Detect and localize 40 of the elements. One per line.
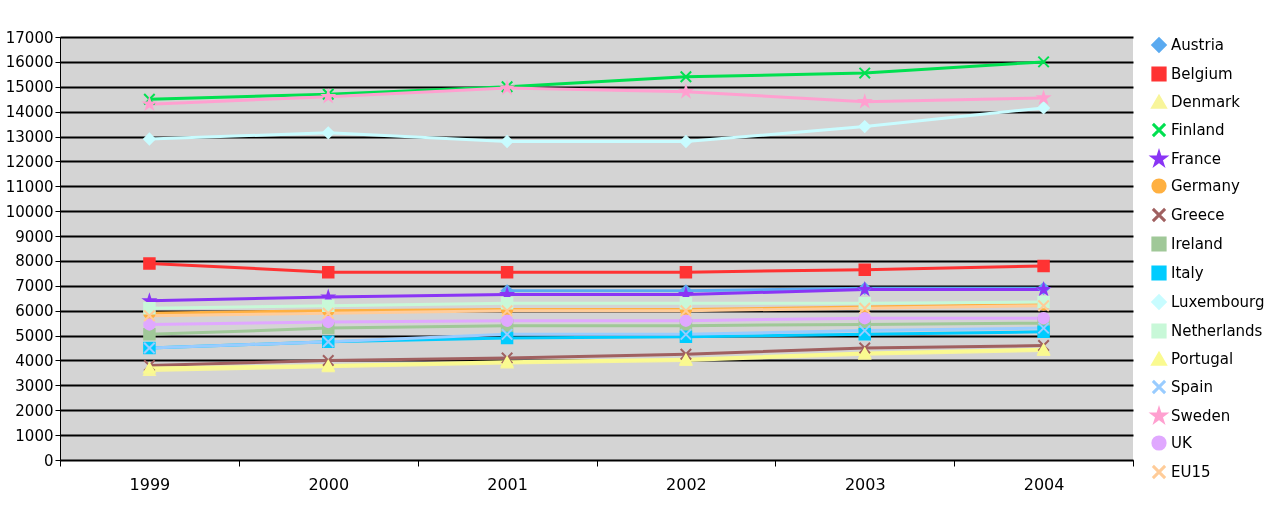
y-tick-label: 9000 [15, 227, 54, 246]
legend-label: Greece [1171, 206, 1225, 224]
legend-label: Denmark [1171, 93, 1241, 111]
y-tick-label: 12000 [5, 152, 54, 171]
y-tick-label: 4000 [15, 351, 54, 370]
legend-label: Luxembourg [1171, 293, 1265, 311]
legend-label: Austria [1171, 36, 1224, 54]
y-tick-label: 0 [43, 451, 54, 470]
legend-label: Italy [1171, 264, 1204, 282]
y-tick-label: 2000 [15, 401, 54, 420]
legend-label: France [1171, 150, 1221, 168]
y-tick-label: 15000 [5, 78, 54, 97]
y-tick-label: 17000 [5, 28, 54, 47]
x-tick-label: 2002 [666, 474, 707, 494]
legend-label: Netherlands [1171, 322, 1263, 340]
x-tick-label: 2003 [844, 474, 886, 494]
y-tick-label: 7000 [15, 277, 54, 296]
x-tick-label: 2001 [487, 474, 528, 494]
x-tick-label: 2004 [1023, 474, 1065, 494]
x-tick-label: 2000 [308, 474, 350, 494]
y-tick-label: 13000 [5, 128, 54, 147]
legend-label: Sweden [1171, 407, 1231, 425]
y-tick-label: 14000 [5, 103, 54, 122]
y-tick-label: 11000 [5, 177, 54, 196]
legend-label: Spain [1171, 378, 1213, 396]
y-tick-label: 10000 [5, 202, 54, 221]
y-tick-label: 6000 [15, 302, 54, 321]
y-tick-label: 3000 [15, 376, 54, 395]
legend-label: Ireland [1171, 235, 1223, 253]
legend-label: Finland [1171, 121, 1225, 139]
legend-label: EU15 [1171, 463, 1211, 481]
legend-label: UK [1171, 434, 1193, 452]
y-tick-label: 5000 [15, 327, 54, 346]
y-tick-label: 8000 [15, 252, 54, 271]
y-tick-label: 16000 [5, 53, 54, 72]
legend-label: Belgium [1171, 65, 1233, 83]
y-tick-label: 1000 [15, 426, 54, 445]
legend-label: Portugal [1171, 350, 1234, 368]
x-tick-label: 1999 [129, 474, 171, 494]
legend-label: Germany [1171, 177, 1241, 195]
